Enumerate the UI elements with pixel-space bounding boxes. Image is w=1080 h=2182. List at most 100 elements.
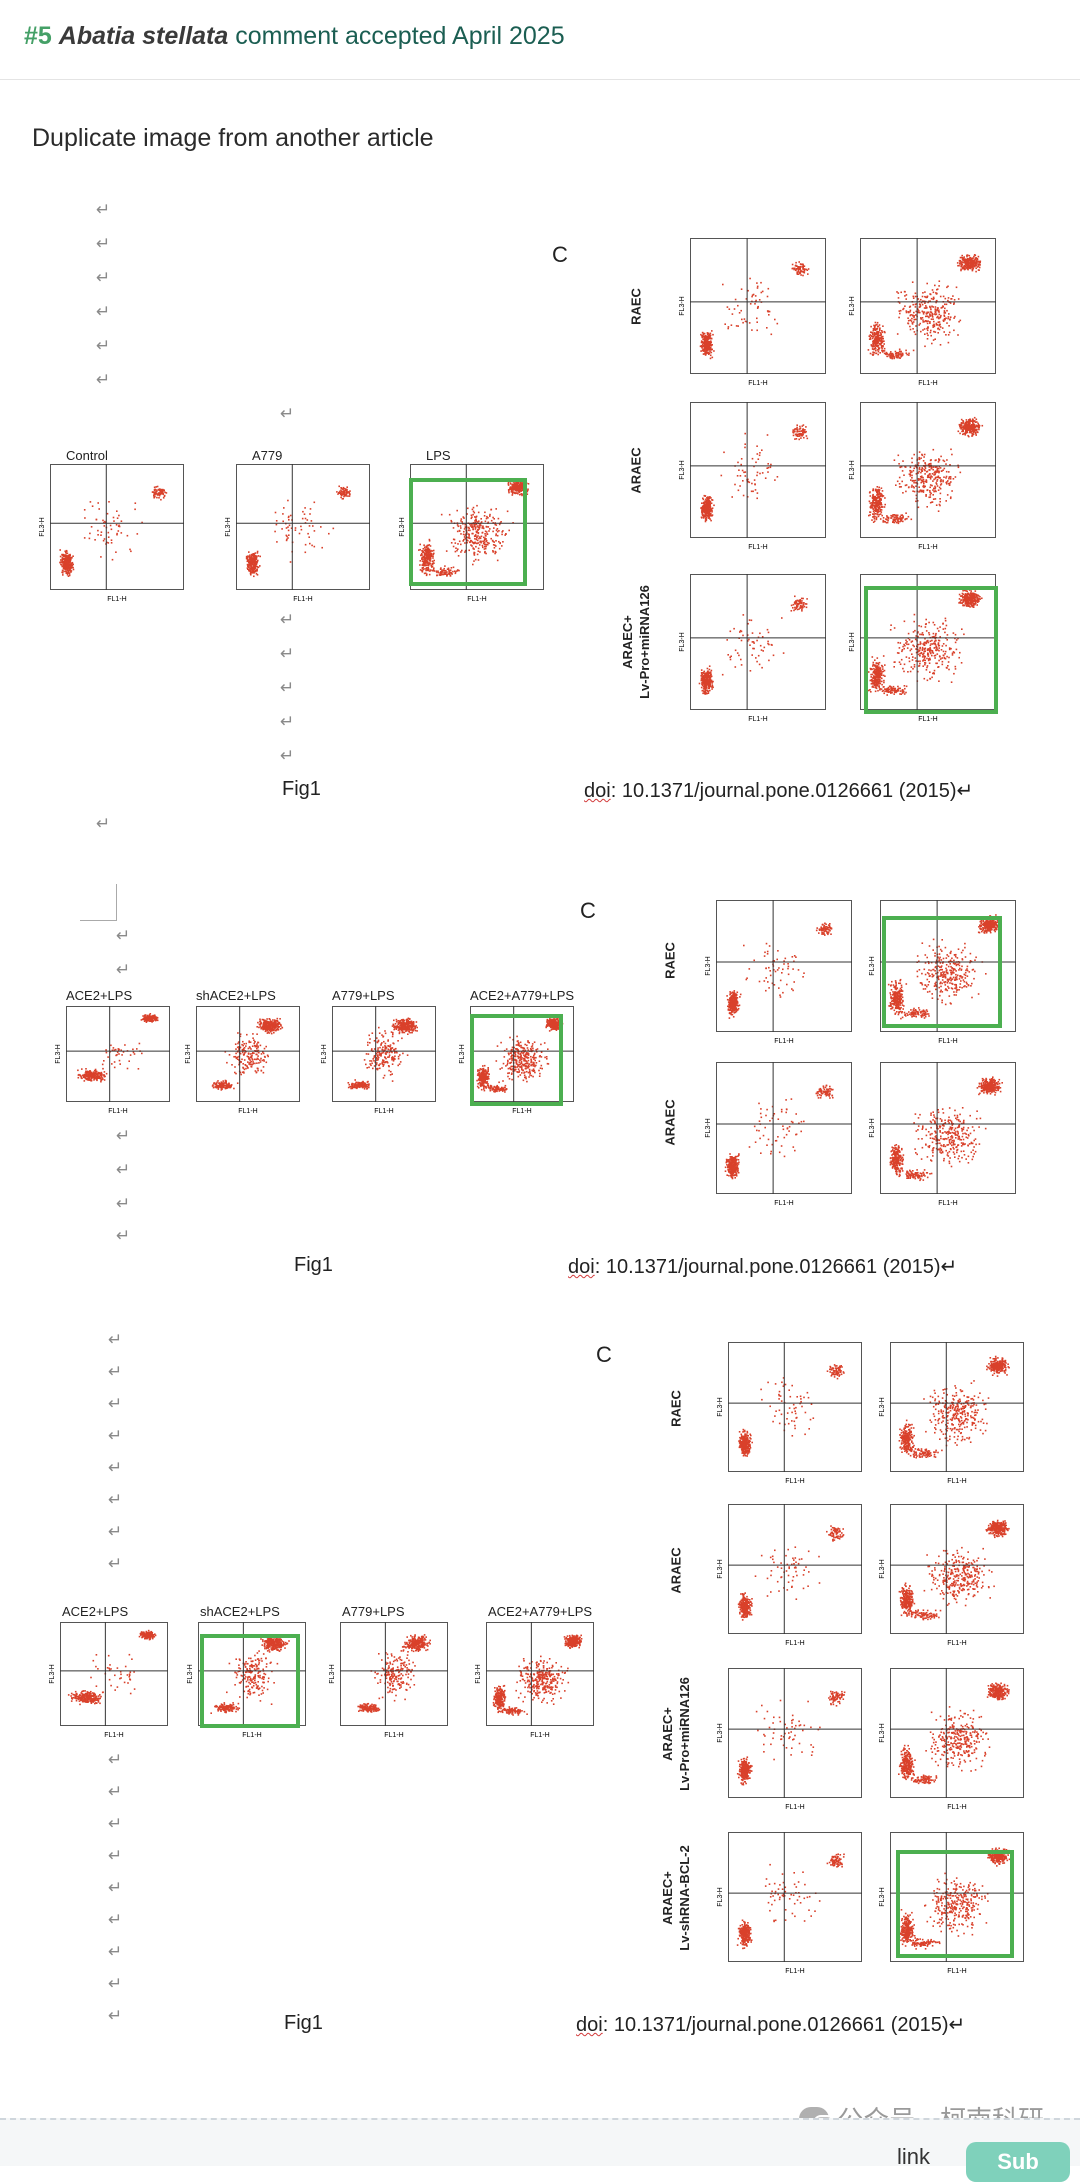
panel-letter: C: [552, 242, 568, 268]
x-axis-label: FL1-H: [774, 1038, 793, 1045]
row-label: RAEC: [668, 1323, 685, 1493]
doi-text: : 10.1371/journal.pone.0126661 (2015)↵: [595, 1256, 958, 1278]
bottom-link[interactable]: link: [897, 2144, 930, 2170]
paragraph-mark-icon: ↵: [108, 1554, 122, 1574]
x-axis-label: FL1-H: [242, 1732, 261, 1739]
doi-prefix[interactable]: doi: [584, 780, 611, 802]
scatter-dots: [899, 1520, 1010, 1621]
scatter-dots: [348, 1018, 419, 1090]
paragraph-mark-icon: ↵: [108, 2006, 122, 2026]
y-axis-label: FL3-H: [869, 1118, 876, 1137]
x-axis-label: FL1-H: [785, 1640, 804, 1647]
scatter-dots: [418, 478, 529, 577]
plot-frame: [729, 1833, 862, 1962]
y-axis-label: FL3-H: [49, 1664, 56, 1683]
scatter-dots: [726, 923, 832, 1019]
scatter-dots: [899, 1848, 1011, 1950]
plot-frame: [61, 1623, 168, 1726]
x-axis-label: FL1-H: [785, 1804, 804, 1811]
x-axis-label: FL1-H: [748, 716, 767, 723]
paragraph-mark-icon: ↵: [116, 1126, 130, 1146]
scatter-dots: [357, 1634, 431, 1713]
scatter-dots: [899, 1356, 1010, 1459]
plot-frame: [891, 1343, 1024, 1472]
paragraph-mark-icon: ↵: [280, 610, 294, 630]
plot-frame: [861, 575, 996, 710]
x-axis-label: FL1-H: [238, 1108, 257, 1115]
submit-button[interactable]: Sub: [966, 2142, 1070, 2182]
doi-prefix[interactable]: doi: [568, 1256, 595, 1278]
x-axis-label: FL1-H: [374, 1108, 393, 1115]
paragraph-mark-icon: ↵: [108, 1974, 122, 1994]
x-axis-label: FL1-H: [530, 1732, 549, 1739]
duplicate-highlight-box: [470, 1014, 563, 1106]
plot-frame: [861, 403, 996, 538]
plot-frame: [51, 465, 184, 590]
y-axis-label: FL3-H: [879, 1723, 886, 1742]
paragraph-mark-icon: ↵: [108, 1394, 122, 1414]
plot-frame: [691, 575, 826, 710]
y-axis-label: FL3-H: [185, 1044, 192, 1063]
paragraph-mark-icon: ↵: [108, 1426, 122, 1446]
row-label: ARAEC: [662, 1037, 679, 1207]
panel-letter: C: [580, 898, 596, 924]
plot-frame: [471, 1007, 574, 1102]
plot-label: ACE2+LPS: [62, 1604, 128, 1619]
plot-frame: [197, 1007, 300, 1102]
paragraph-mark-icon: ↵: [280, 644, 294, 664]
duplicate-highlight-box: [409, 478, 527, 586]
plot-frame: [729, 1669, 862, 1798]
figure-caption: Fig1: [282, 778, 321, 801]
scatter-dots: [888, 914, 1000, 1019]
species-name[interactable]: Abatia stellata: [59, 22, 229, 50]
x-axis-label: FL1-H: [947, 1640, 966, 1647]
paragraph-mark-icon: ↵: [108, 1458, 122, 1478]
y-axis-label: FL3-H: [705, 956, 712, 975]
paragraph-mark-icon: ↵: [96, 268, 110, 288]
scatter-dots: [700, 424, 808, 522]
row-label: ARAEC+Lv-Pro+miRNA126: [659, 1649, 693, 1819]
x-axis-label: FL1-H: [108, 1108, 127, 1115]
scatter-dots: [210, 1634, 289, 1714]
plot-frame: [333, 1007, 436, 1102]
x-axis-label: FL1-H: [938, 1200, 957, 1207]
paragraph-mark-icon: ↵: [108, 1878, 122, 1898]
paragraph-mark-icon: ↵: [116, 1226, 130, 1246]
x-axis-label: FL1-H: [748, 544, 767, 551]
row-label: RAEC: [628, 221, 645, 391]
y-axis-label: FL3-H: [55, 1044, 62, 1063]
plot-frame: [691, 403, 826, 538]
plot-frame: [411, 465, 544, 590]
paragraph-mark-icon: ↵: [116, 1194, 130, 1214]
y-axis-label: FL3-H: [717, 1559, 724, 1578]
comment-header: #5 Abatia stellata comment accepted Apri…: [0, 0, 1080, 80]
bottom-bar: link Sub: [0, 2118, 1080, 2166]
x-axis-label: FL1-H: [467, 596, 486, 603]
doi-prefix[interactable]: doi: [576, 2014, 603, 2036]
plot-frame: [861, 239, 996, 374]
comment-number[interactable]: #5: [24, 22, 52, 50]
x-axis-label: FL1-H: [785, 1968, 804, 1975]
y-axis-label: FL3-H: [679, 296, 686, 315]
